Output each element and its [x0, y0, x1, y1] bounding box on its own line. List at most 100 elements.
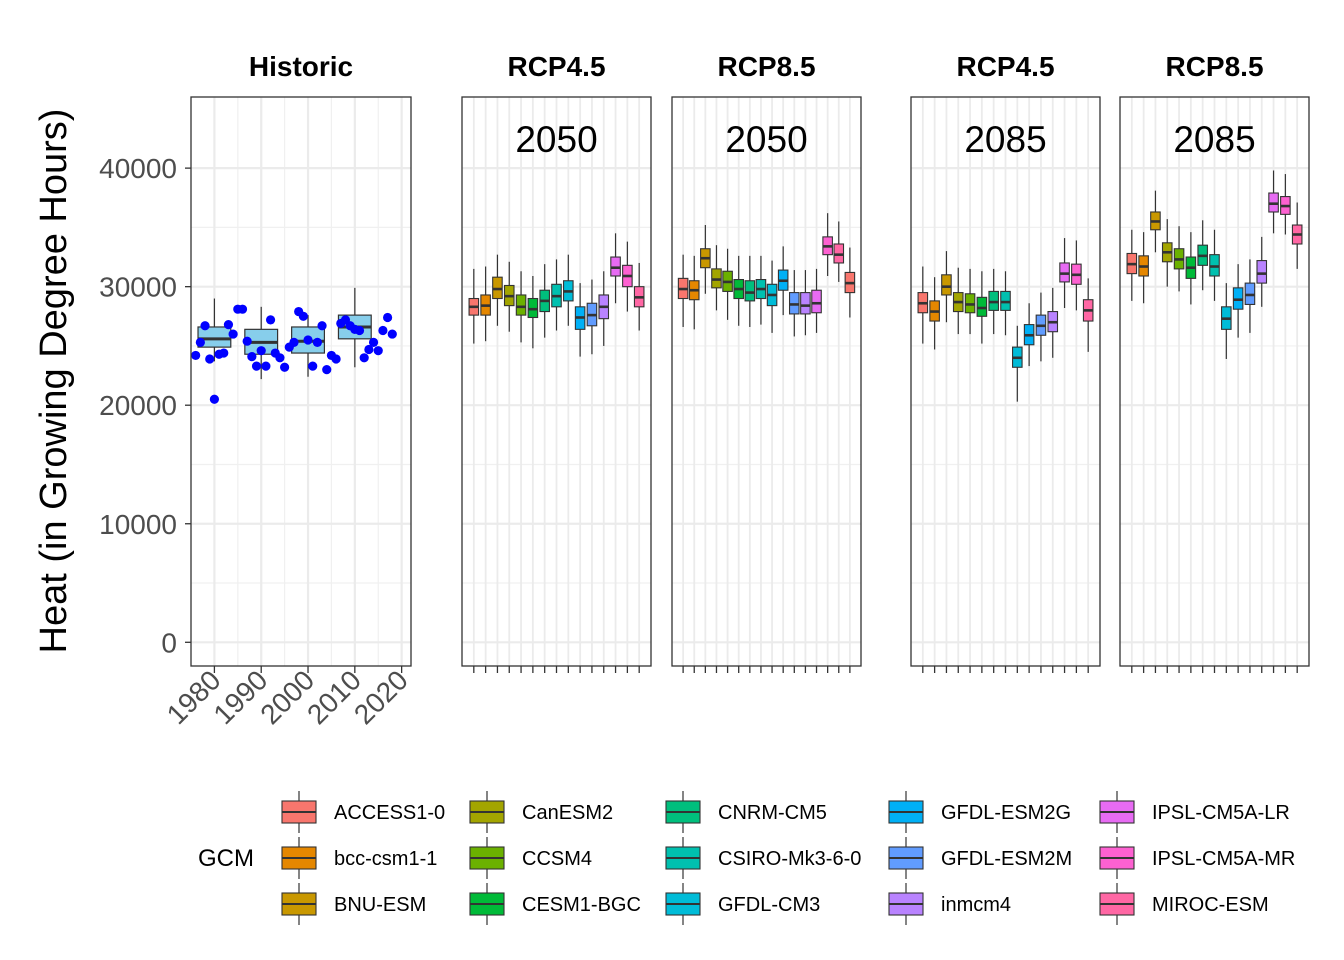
legend-item: BNU-ESM — [281, 883, 426, 925]
data-point — [242, 336, 252, 346]
data-point — [219, 348, 229, 358]
legend-item: CSIRO-Mk3-6-0 — [665, 837, 861, 879]
data-point — [298, 311, 308, 321]
legend-label: CSIRO-Mk3-6-0 — [718, 848, 861, 870]
legend-label: GFDL-ESM2G — [941, 802, 1071, 824]
gcm-panel-rcp45-2050: RCP4.5 2050 — [461, 51, 652, 673]
panel-border — [671, 96, 862, 667]
y-tick-label: 10000 — [99, 509, 177, 540]
box — [941, 274, 952, 296]
legend-title: GCM — [198, 845, 254, 872]
panel-title: RCP8.5 — [717, 51, 815, 82]
legend-item: GFDL-CM3 — [665, 883, 820, 925]
data-point — [312, 337, 322, 347]
y-tick-label: 30000 — [99, 272, 177, 303]
data-point — [191, 350, 201, 361]
panel-year-label: 2085 — [964, 119, 1046, 160]
data-point — [382, 312, 393, 323]
data-point — [308, 361, 318, 371]
historic-panel-border — [190, 96, 412, 667]
data-point — [261, 361, 271, 371]
data-point — [275, 353, 285, 363]
data-point — [303, 335, 313, 345]
data-point — [223, 320, 234, 330]
box — [800, 292, 811, 315]
legend-label: CCSM4 — [522, 848, 592, 870]
legend-item: bcc-csm1-1 — [281, 837, 437, 879]
historic-panel-background — [191, 97, 411, 666]
legend-item: CESM1-BGC — [469, 883, 641, 925]
x-tick-label: 1980 — [161, 664, 227, 730]
data-point — [331, 354, 341, 364]
legend-item: ACCESS1-0 — [281, 791, 445, 833]
box — [811, 289, 822, 314]
historic-points — [191, 304, 397, 404]
data-point — [195, 337, 205, 347]
data-point — [228, 329, 238, 339]
x-tick-label: 2010 — [301, 664, 367, 730]
legend-item: IPSL-CM5A-MR — [1099, 837, 1295, 879]
data-point — [317, 321, 327, 331]
legend-label: inmcm4 — [941, 894, 1011, 916]
gcm-panels: RCP4.5 2050 RCP8.5 2050 RCP4.5 2085 RCP8.5 2085 — [461, 51, 1310, 673]
legend-item: inmcm4 — [888, 883, 1011, 925]
legend-label: GFDL-CM3 — [718, 894, 820, 916]
y-tick-label: 20000 — [99, 390, 177, 421]
y-axis-title: Heat (in Growing Degree Hours) — [33, 109, 75, 654]
panel-title: RCP4.5 — [956, 51, 1054, 82]
data-point — [359, 353, 369, 363]
data-point — [373, 346, 383, 356]
legend-label: IPSL-CM5A-MR — [1152, 848, 1295, 870]
legend-item: GFDL-ESM2G — [888, 791, 1071, 833]
box — [515, 294, 527, 316]
box — [1256, 260, 1268, 284]
y-axis-ticks: 0 10000 20000 30000 40000 — [99, 153, 191, 658]
data-point — [256, 346, 266, 356]
legend-item: IPSL-CM5A-LR — [1099, 791, 1290, 833]
legend-label: IPSL-CM5A-LR — [1152, 802, 1290, 824]
data-point — [368, 337, 379, 347]
data-point — [251, 361, 262, 371]
x-tick-label: 2000 — [254, 664, 320, 730]
legend-label: bcc-csm1-1 — [334, 848, 437, 870]
legend-label: CanESM2 — [522, 802, 613, 824]
panel-border — [910, 96, 1101, 667]
data-point — [209, 394, 220, 404]
data-point — [200, 321, 210, 331]
legend-label: MIROC-ESM — [1152, 894, 1269, 916]
legend: GCM ACCESS1-0 bcc-csm1-1 BNU-ESM CanESM2 CCS… — [198, 791, 1295, 925]
data-point — [354, 325, 365, 336]
legend-item: GFDL-ESM2M — [888, 837, 1072, 879]
legend-label: BNU-ESM — [334, 894, 426, 916]
legend-item: CCSM4 — [469, 837, 592, 879]
legend-label: CESM1-BGC — [522, 894, 641, 916]
gcm-panel-rcp45-2085: RCP4.5 2085 — [910, 51, 1101, 673]
legend-item: CNRM-CM5 — [665, 791, 827, 833]
legend-items: ACCESS1-0 bcc-csm1-1 BNU-ESM CanESM2 CCSM4 CE… — [281, 791, 1295, 925]
x-tick-label: 1990 — [207, 664, 273, 730]
panel-title: RCP4.5 — [507, 51, 605, 82]
panel-year-label: 2050 — [725, 119, 807, 160]
data-point — [247, 352, 257, 362]
panel-border — [461, 96, 652, 667]
y-tick-label: 0 — [161, 627, 177, 658]
legend-label: ACCESS1-0 — [334, 802, 445, 824]
historic-panel-title: Historic — [249, 51, 353, 82]
legend-item: MIROC-ESM — [1099, 883, 1269, 925]
panel-background — [672, 97, 861, 666]
box — [744, 280, 756, 302]
panel-year-label: 2050 — [515, 119, 597, 160]
data-point — [205, 354, 215, 364]
data-point — [280, 362, 290, 372]
y-tick-label: 40000 — [99, 153, 177, 184]
data-point — [322, 365, 332, 375]
gcm-panel-rcp85-2085: RCP8.5 2085 — [1119, 51, 1310, 673]
data-point — [364, 344, 374, 355]
panel-border — [1119, 96, 1310, 667]
data-point — [387, 329, 397, 339]
data-point — [289, 337, 299, 347]
panel-year-label: 2085 — [1173, 119, 1255, 160]
